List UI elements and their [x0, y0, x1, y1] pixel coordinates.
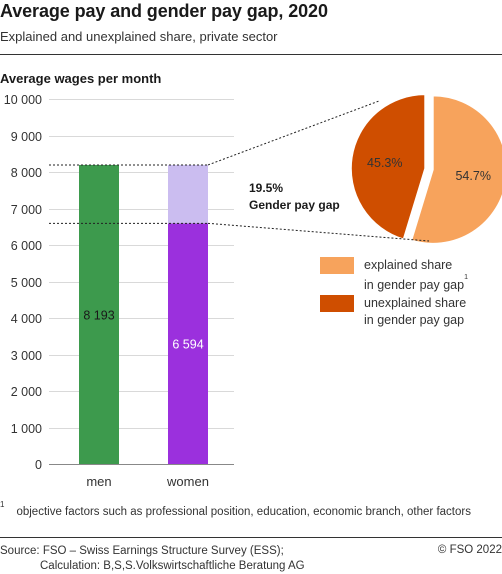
bar-men [79, 164, 119, 464]
copyright: © FSO 2022 [437, 544, 502, 556]
y-tick-label: 10 000 [4, 93, 42, 107]
y-tick-label: 9 000 [11, 130, 42, 144]
pie-slice-explained [410, 94, 502, 245]
top-divider [0, 54, 502, 55]
footnote-text: objective factors such as professional p… [16, 505, 471, 518]
bar-value-label: 6 594 [172, 338, 203, 352]
footnote: 1 objective factors such as professional … [0, 500, 471, 518]
pie-slice-label: 54.7% [455, 169, 490, 183]
chart-subtitle: Explained and unexplained share, private… [0, 29, 278, 44]
footnote-marker: 1 [0, 500, 5, 509]
pie-slice-unexplained [350, 93, 426, 241]
chart-title: Average pay and gender pay gap, 2020 [0, 1, 328, 21]
source-line-2: Calculation: B,S,S.Volkswirtschaftliche … [40, 560, 305, 572]
y-tick-label: 7 000 [11, 203, 42, 217]
y-tick-label: 2 000 [11, 385, 42, 399]
y-tick-label: 1 000 [11, 422, 42, 436]
source-line-1: Source: FSO – Swiss Earnings Structure S… [0, 545, 284, 557]
connector-bottom [207, 222, 430, 242]
legend-swatch-explained [320, 257, 354, 274]
legend-label-explained-2: in gender pay gap [364, 278, 465, 293]
y-axis-label: Average wages per month [0, 71, 162, 86]
x-tick-label: women [166, 474, 209, 489]
y-tick-label: 5 000 [11, 276, 42, 290]
y-tick-label: 0 [35, 458, 42, 472]
legend-label-explained-1: explained share [364, 258, 453, 272]
chart-canvas: 0 1 000 2 000 3 000 4 000 5 000 6 000 7 000 8 00… [4, 93, 502, 489]
gap-percent: 19.5% [249, 181, 284, 195]
y-tick-label: 4 000 [11, 312, 42, 326]
connector-top [207, 100, 380, 166]
legend-label-unexplained-2: in gender pay gap [364, 313, 465, 327]
legend-footnote-marker: 1 [464, 274, 468, 281]
bar-value-label: 8 193 [83, 308, 114, 322]
gap-text: Gender pay gap [249, 198, 340, 212]
legend-label-unexplained-1: unexplained share [364, 296, 467, 310]
bar-women [168, 223, 208, 464]
source-note: Source: FSO – Swiss Earnings Structure S… [0, 544, 305, 574]
gender-pay-gap-label: 19.5% Gender pay gap [249, 180, 340, 214]
bottom-divider [0, 537, 502, 538]
x-tick-label: men [86, 474, 111, 489]
legend-swatch-unexplained [320, 295, 354, 312]
bar-gap-segment [168, 164, 208, 224]
y-tick-label: 6 000 [11, 239, 42, 253]
y-tick-label: 8 000 [11, 166, 42, 180]
y-tick-label: 3 000 [11, 349, 42, 363]
pie-slice-label: 45.3% [367, 156, 402, 170]
